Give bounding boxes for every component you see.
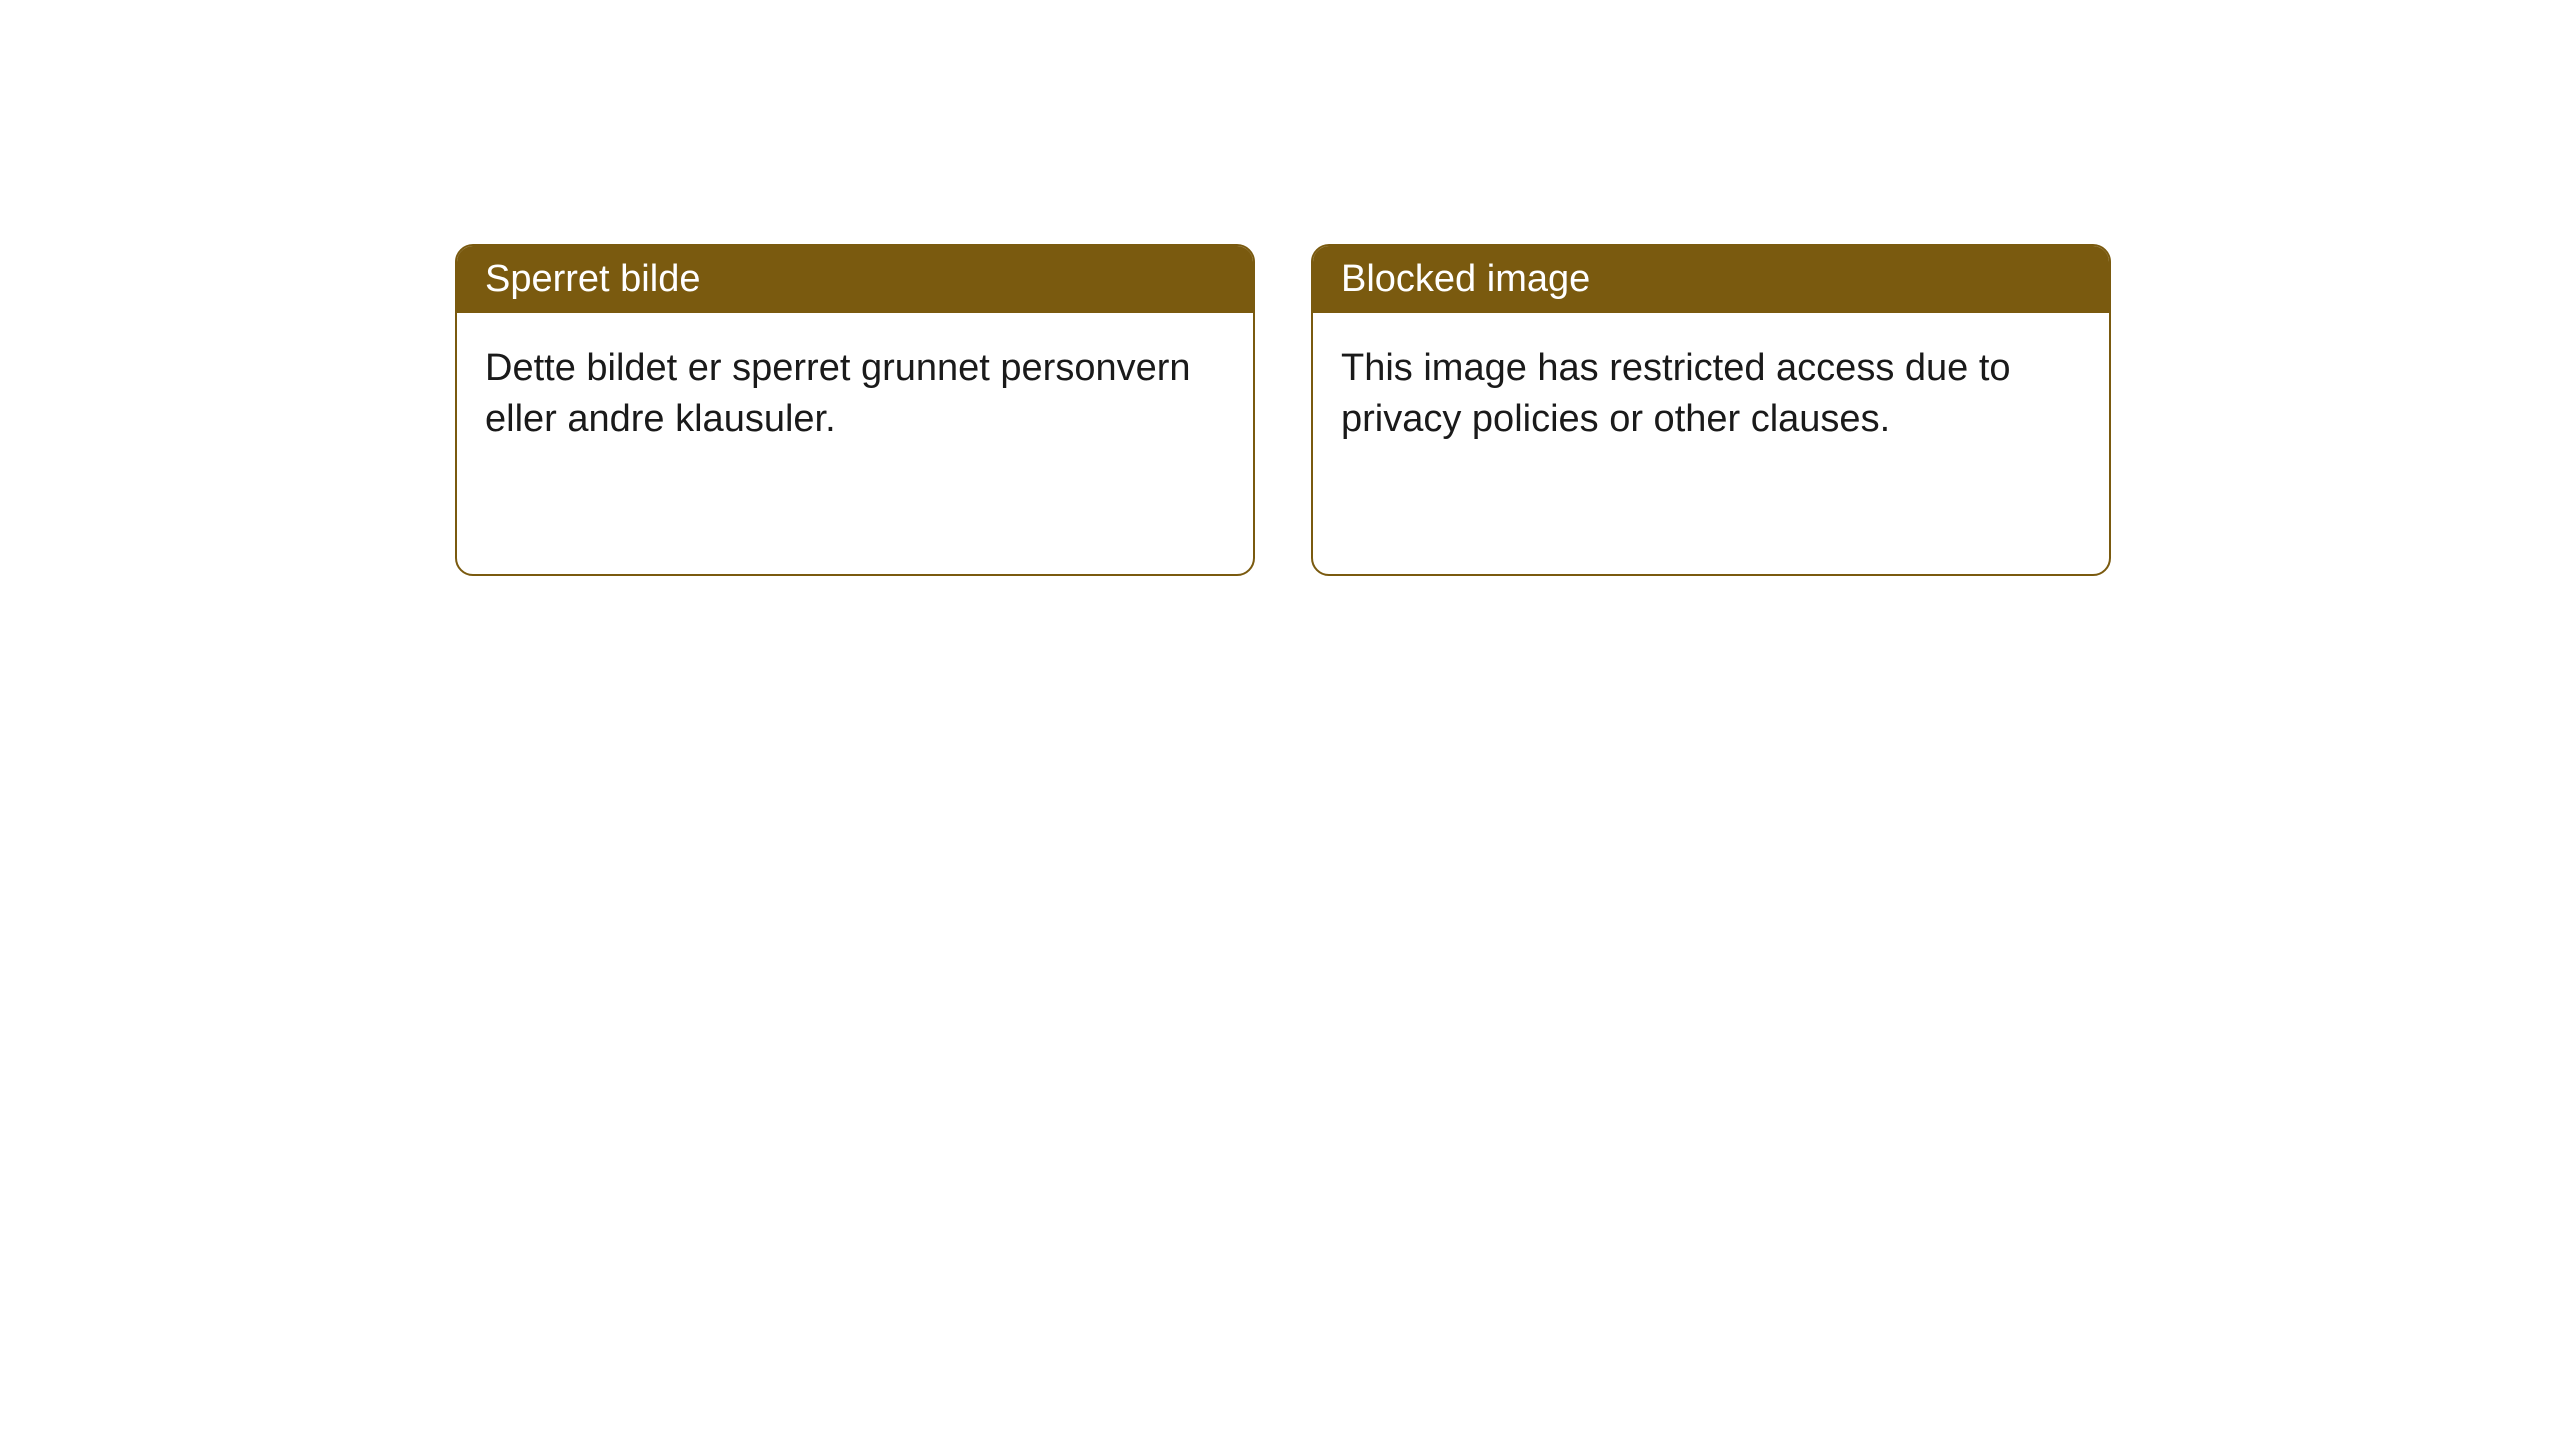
card-title: Sperret bilde xyxy=(457,246,1253,313)
card-body: This image has restricted access due to … xyxy=(1313,313,2109,476)
card-title: Blocked image xyxy=(1313,246,2109,313)
card-body: Dette bildet er sperret grunnet personve… xyxy=(457,313,1253,476)
notice-card-english: Blocked image This image has restricted … xyxy=(1311,244,2111,576)
notice-card-norwegian: Sperret bilde Dette bildet er sperret gr… xyxy=(455,244,1255,576)
notice-container: Sperret bilde Dette bildet er sperret gr… xyxy=(455,244,2111,576)
